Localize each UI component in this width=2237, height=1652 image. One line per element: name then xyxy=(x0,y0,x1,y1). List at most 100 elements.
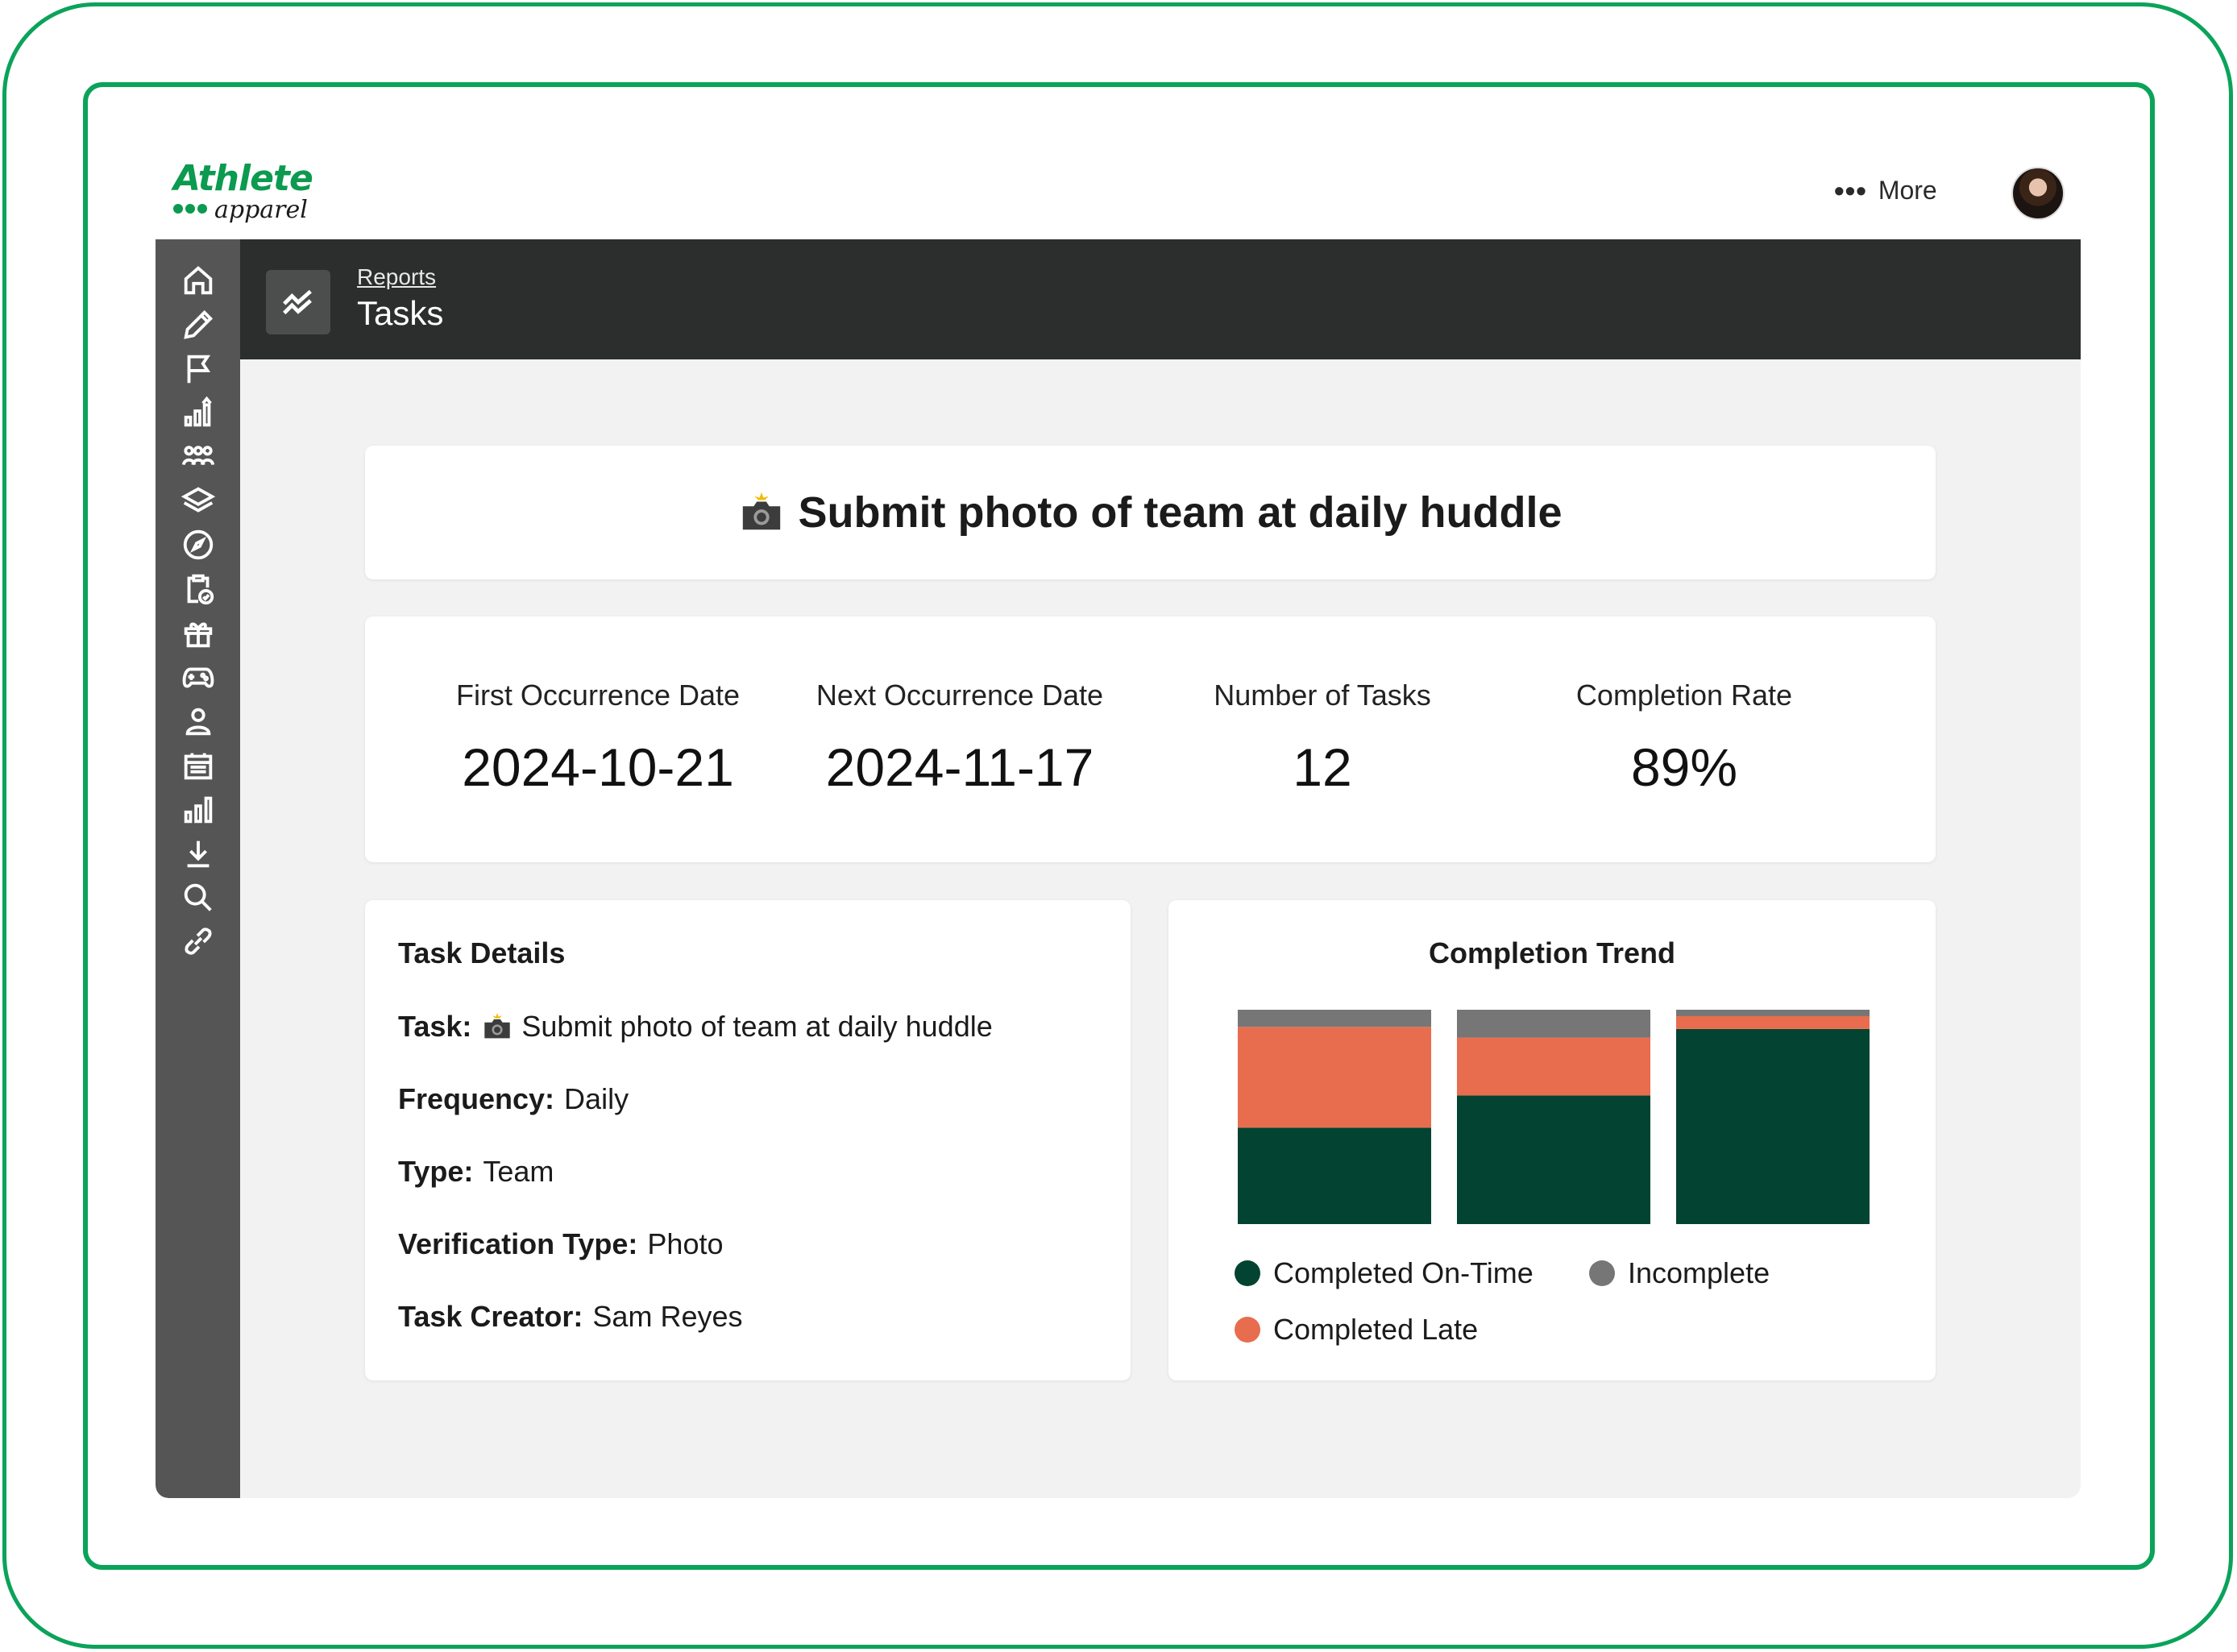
clipboard-check-icon xyxy=(187,574,214,605)
stat-completion-rate: Completion Rate 89% xyxy=(1507,679,1861,798)
detail-row-creator: Task Creator: Sam Reyes xyxy=(398,1300,743,1334)
sidebar-item-games[interactable] xyxy=(175,654,222,700)
task-title-text: Submit photo of team at daily huddle xyxy=(798,488,1563,537)
sidebar-item-downloads[interactable] xyxy=(175,830,222,877)
bar-chart-icon xyxy=(184,796,213,824)
gamepad-icon xyxy=(182,667,214,688)
stats-card: First Occurrence Date 2024-10-21 Next Oc… xyxy=(365,616,1936,862)
sidebar-item-rewards[interactable] xyxy=(175,610,222,657)
stat-value: 2024-11-17 xyxy=(825,737,1094,797)
sidebar-item-performance[interactable] xyxy=(175,389,222,436)
detail-value: Submit photo of team at daily huddle xyxy=(521,1010,993,1043)
bar-segment-incomplete-3 xyxy=(1676,1010,1870,1016)
detail-row-frequency: Frequency: Daily xyxy=(398,1082,629,1116)
bar-segment-completed-late-2 xyxy=(1457,1037,1650,1096)
people-icon xyxy=(181,446,215,466)
more-label: More xyxy=(1878,176,1937,205)
stat-next-occurrence: Next Occurrence Date 2024-11-17 xyxy=(782,679,1137,798)
detail-value: Daily xyxy=(564,1082,629,1115)
sidebar-item-teams[interactable] xyxy=(175,434,222,480)
stat-label: Completion Rate xyxy=(1575,679,1793,712)
legend-swatch xyxy=(1589,1260,1615,1286)
task-details-card: Task Details Task: Submit photo of team … xyxy=(365,900,1131,1380)
detail-key: Task Creator: xyxy=(398,1300,583,1333)
sidebar-item-tasks[interactable] xyxy=(175,566,222,612)
more-menu-button[interactable]: ••• More xyxy=(1834,176,1937,205)
detail-value: Sam Reyes xyxy=(592,1300,743,1333)
brand-logo[interactable]: Athlete apparel xyxy=(173,161,322,224)
detail-row-verification: Verification Type: Photo xyxy=(398,1227,723,1261)
flag-icon xyxy=(187,355,211,384)
bar-segment-completed-late-1 xyxy=(1238,1027,1431,1128)
logo-dots xyxy=(173,203,210,218)
legend-label: Incomplete xyxy=(1628,1256,1770,1289)
bar-segment-completed-on-time-1 xyxy=(1238,1127,1431,1224)
detail-value: Photo xyxy=(647,1227,724,1260)
download-icon xyxy=(187,841,210,868)
sidebar-item-calendar[interactable] xyxy=(175,742,222,789)
sidebar-item-edit[interactable] xyxy=(175,301,222,348)
gift-icon xyxy=(184,622,213,648)
stat-number-of-tasks: Number of Tasks 12 xyxy=(1145,679,1500,798)
search-icon xyxy=(184,883,212,911)
home-icon xyxy=(184,266,213,295)
stat-value: 2024-10-21 xyxy=(462,737,734,797)
compass-icon xyxy=(183,529,214,560)
legend-swatch xyxy=(1235,1317,1260,1343)
legend-item-incomplete: Incomplete xyxy=(1589,1256,1770,1290)
chart-title: Completion Trend xyxy=(1429,936,1675,969)
sidebar-item-reports[interactable] xyxy=(175,786,222,832)
page-title: Tasks xyxy=(357,294,444,332)
sidebar-item-explore[interactable] xyxy=(175,521,222,568)
detail-key: Type: xyxy=(398,1155,474,1188)
completion-trend-card: Completion Trend Completed On-Time Incom… xyxy=(1168,900,1936,1380)
link-icon xyxy=(185,928,212,955)
brand-sub: apparel xyxy=(214,196,308,224)
legend-item-on-time: Completed On-Time xyxy=(1235,1256,1534,1290)
user-avatar[interactable] xyxy=(2011,167,2065,220)
bar-segment-completed-on-time-3 xyxy=(1676,1028,1870,1224)
sidebar-item-home[interactable] xyxy=(175,257,222,304)
camera-flash-icon xyxy=(484,1013,511,1039)
sidebar-item-integrations[interactable] xyxy=(175,918,222,965)
header-icon-box xyxy=(266,270,330,334)
brand-name: Athlete xyxy=(173,158,313,199)
detail-value: Team xyxy=(483,1155,554,1188)
legend-swatch xyxy=(1235,1260,1260,1286)
breadcrumb-reports[interactable]: Reports xyxy=(357,264,437,289)
bar-segment-incomplete-1 xyxy=(1238,1010,1431,1027)
bar-segment-completed-late-3 xyxy=(1676,1015,1870,1029)
detail-row-task: Task: Submit photo of team at daily hudd… xyxy=(398,1010,993,1044)
camera-flash-icon xyxy=(743,492,781,530)
detail-key: Frequency: xyxy=(398,1082,555,1115)
detail-key: Task: xyxy=(398,1010,472,1043)
sidebar-item-goals[interactable] xyxy=(175,346,222,392)
user-icon xyxy=(185,708,211,736)
app-shell: Reports Tasks Submit photo of team at da… xyxy=(156,239,2081,1498)
stat-label: First Occurrence Date xyxy=(455,679,741,712)
bar-segment-completed-on-time-2 xyxy=(1457,1095,1650,1224)
trend-icon xyxy=(283,289,312,315)
detail-key: Verification Type: xyxy=(398,1227,638,1260)
completion-trend-chart xyxy=(1238,1010,1870,1224)
stat-label: Number of Tasks xyxy=(1214,679,1431,712)
stat-value: 12 xyxy=(1293,737,1352,797)
sidebar xyxy=(156,239,240,1498)
stat-value: 89% xyxy=(1630,737,1738,797)
sidebar-item-profile[interactable] xyxy=(175,698,222,745)
sidebar-item-layers[interactable] xyxy=(175,478,222,525)
legend-item-late: Completed Late xyxy=(1235,1313,1478,1347)
page-header: Reports Tasks xyxy=(240,239,2081,359)
layers-icon xyxy=(181,487,216,513)
task-title-card: Submit photo of team at daily huddle xyxy=(365,446,1936,579)
legend-label: Completed Late xyxy=(1273,1313,1479,1346)
ellipsis-icon: ••• xyxy=(1834,173,1867,207)
sidebar-item-search[interactable] xyxy=(175,874,222,921)
bar-chart-up-icon xyxy=(184,396,212,427)
bar-segment-incomplete-2 xyxy=(1457,1010,1650,1038)
stat-label: Next Occurrence Date xyxy=(816,679,1104,712)
calendar-icon xyxy=(184,753,213,780)
stat-first-occurrence: First Occurrence Date 2024-10-21 xyxy=(421,679,775,798)
pencil-icon xyxy=(184,309,214,339)
detail-row-type: Type: Team xyxy=(398,1155,554,1189)
